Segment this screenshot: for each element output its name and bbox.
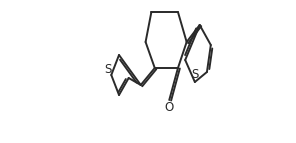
Text: O: O — [165, 101, 174, 114]
Text: S: S — [104, 63, 111, 76]
Text: S: S — [191, 68, 199, 81]
